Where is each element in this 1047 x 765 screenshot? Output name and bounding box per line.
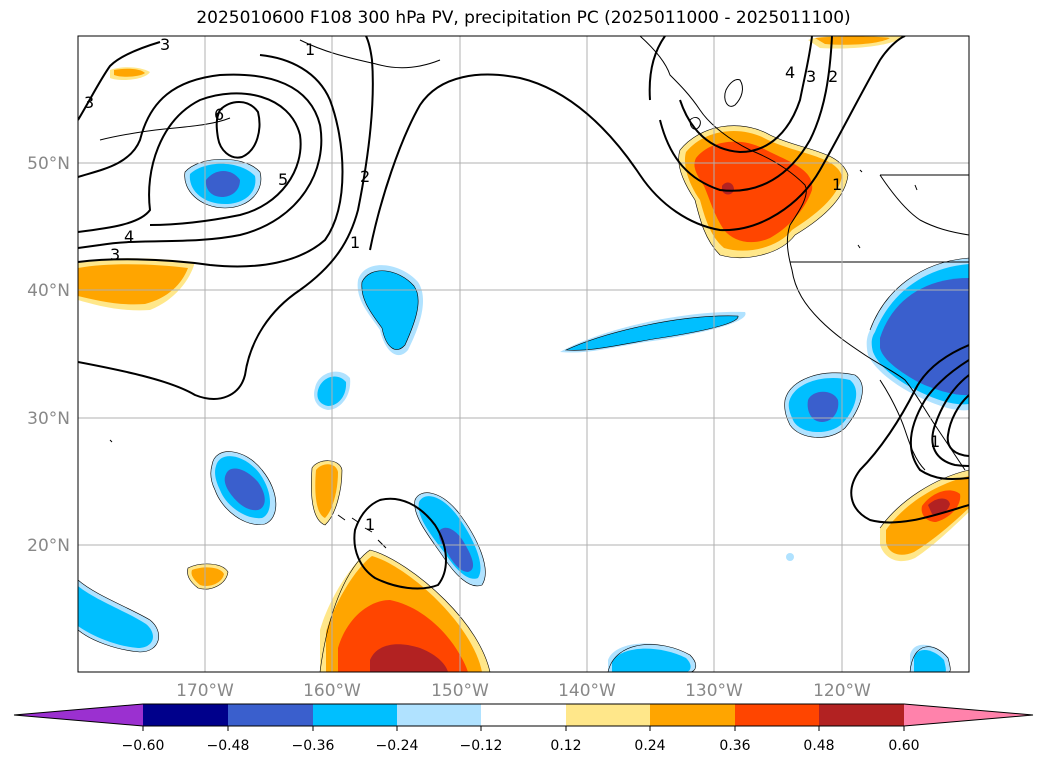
- lon-label: 150°W: [431, 681, 489, 701]
- colorbar-segment: [566, 704, 650, 726]
- contour-label: 2: [360, 167, 370, 186]
- lon-label: 120°W: [813, 681, 871, 701]
- colorbar-tick-label: −0.24: [376, 738, 419, 754]
- colorbar-segment: [481, 704, 566, 726]
- colorbar-extend-low: [14, 704, 143, 726]
- colorbar-segment: [143, 704, 228, 726]
- colorbar-tick-label: 0.60: [888, 738, 919, 754]
- colorbar-tick-label: −0.36: [292, 738, 335, 754]
- colorbar-segment: [397, 704, 481, 726]
- precipitation-shading: [78, 36, 969, 672]
- contour-label: 6: [214, 105, 224, 124]
- map-title: 2025010600 F108 300 hPa PV, precipitatio…: [196, 8, 851, 28]
- contour-labels: 3 1 3 6 5 2 1 4 3 1 1 2 3 4 1: [84, 35, 940, 534]
- contour-label: 1: [930, 432, 940, 451]
- colorbar-segment: [819, 704, 904, 726]
- colorbar-extend-high: [904, 704, 1033, 726]
- colorbar-tick-label: 0.36: [719, 738, 750, 754]
- contour-label: 3: [110, 245, 120, 264]
- colorbar-tick-label: −0.12: [460, 738, 503, 754]
- map-panel: [78, 36, 969, 672]
- contour-label: 1: [365, 515, 375, 534]
- colorbar-tick-label: −0.48: [207, 738, 250, 754]
- map-frame: [77, 35, 970, 673]
- colorbar-tick-label: 0.48: [803, 738, 834, 754]
- colorbar-tick-label: 0.12: [550, 738, 581, 754]
- contour-label: 1: [305, 40, 315, 59]
- lat-label: 30°N: [27, 409, 70, 429]
- colorbar-tick-label: 0.24: [634, 738, 665, 754]
- colorbar-segment: [650, 704, 735, 726]
- lon-label: 130°W: [685, 681, 743, 701]
- lon-label: 170°W: [176, 681, 234, 701]
- graticule: [78, 36, 969, 672]
- colorbar: −0.60 −0.48 −0.36 −0.24 −0.12 0.12 0.24 …: [13, 703, 1034, 754]
- precipitation-outlines: [78, 125, 969, 672]
- contour-label: 4: [124, 227, 134, 246]
- contour-label: 1: [832, 175, 842, 194]
- colorbar-tick-label: −0.60: [122, 738, 165, 754]
- contour-label: 5: [278, 170, 288, 189]
- lat-labels: 50°N 40°N 30°N 20°N: [27, 154, 70, 556]
- contour-label: 3: [84, 93, 94, 112]
- lat-label: 20°N: [27, 536, 70, 556]
- lon-label: 140°W: [558, 681, 616, 701]
- contour-label: 2: [828, 67, 838, 86]
- lon-label: 160°W: [303, 681, 361, 701]
- lon-labels: 170°W 160°W 150°W 140°W 130°W 120°W: [176, 681, 871, 701]
- colorbar-segment: [228, 704, 313, 726]
- colorbar-segment: [735, 704, 819, 726]
- coastlines: [99, 36, 969, 549]
- pv-contours: [78, 36, 969, 590]
- lat-label: 40°N: [27, 281, 70, 301]
- contour-label: 4: [785, 63, 795, 82]
- lat-label: 50°N: [27, 154, 70, 174]
- contour-label: 3: [806, 67, 816, 86]
- contour-label: 3: [160, 35, 170, 54]
- colorbar-segment: [313, 704, 397, 726]
- contour-label: 1: [350, 233, 360, 252]
